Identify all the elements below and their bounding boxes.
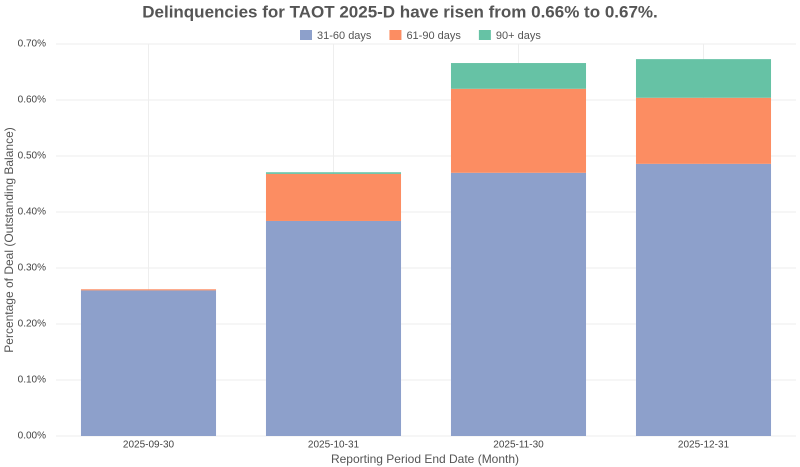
bar-segment bbox=[265, 220, 402, 436]
bar-segment bbox=[265, 172, 402, 174]
legend-swatch bbox=[478, 30, 491, 40]
y-tick-label: 0.30% bbox=[18, 263, 46, 274]
y-tick-label: 0.40% bbox=[18, 207, 46, 218]
x-tick-label: 2025-10-31 bbox=[308, 440, 360, 451]
bar-segment bbox=[635, 59, 772, 98]
bar-segment bbox=[635, 97, 772, 164]
y-tick-label: 0.70% bbox=[18, 39, 46, 50]
legend-label: 90+ days bbox=[496, 30, 541, 42]
x-tick-label: 2025-12-31 bbox=[678, 440, 730, 451]
chart-title: Delinquencies for TAOT 2025-D have risen… bbox=[142, 2, 658, 21]
bar-segment bbox=[265, 173, 402, 221]
legend-label: 61-90 days bbox=[406, 30, 461, 42]
x-axis-title: Reporting Period End Date (Month) bbox=[331, 452, 519, 466]
legend-label: 31-60 days bbox=[317, 30, 372, 42]
bar-segment bbox=[450, 88, 587, 173]
bar-segment bbox=[450, 172, 587, 437]
x-tick-label: 2025-09-30 bbox=[123, 440, 175, 451]
bar-segment bbox=[80, 289, 217, 291]
x-tick-label: 2025-11-30 bbox=[493, 440, 544, 451]
y-axis-title: Percentage of Deal (Outstanding Balance) bbox=[2, 127, 16, 352]
y-tick-label: 0.00% bbox=[18, 431, 46, 442]
bar-segment bbox=[450, 63, 587, 89]
legend-swatch bbox=[389, 30, 402, 40]
bar-segment bbox=[635, 163, 772, 436]
legend-swatch bbox=[300, 30, 312, 40]
y-tick-label: 0.60% bbox=[18, 95, 46, 106]
y-tick-label: 0.10% bbox=[18, 375, 46, 386]
y-tick-label: 0.50% bbox=[18, 151, 46, 162]
y-tick-label: 0.20% bbox=[18, 319, 46, 330]
bar-segment bbox=[80, 290, 217, 436]
